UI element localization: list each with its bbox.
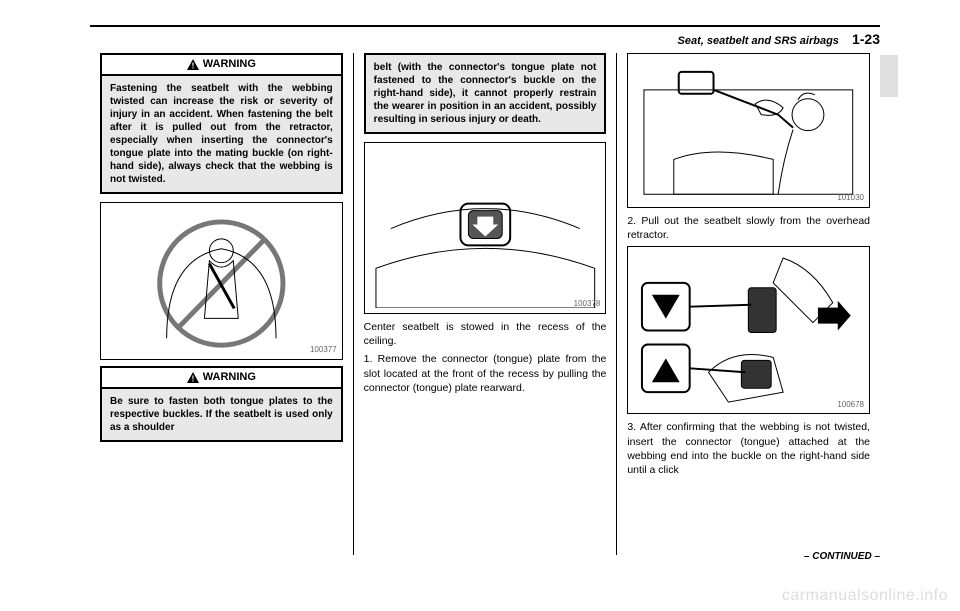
figure-ceiling-recess: 100378 — [364, 142, 607, 314]
column-3: 101030 2. Pull out the seatbelt slowly f… — [617, 53, 880, 555]
warning-header: ! WARNING — [102, 55, 341, 76]
pull-belt-illustration — [634, 60, 863, 204]
figure-id: 100377 — [310, 345, 337, 356]
warning-label: WARNING — [203, 57, 256, 72]
svg-text:!: ! — [191, 374, 194, 383]
section-title: Seat, seatbelt and SRS airbags 1-23 — [678, 31, 880, 47]
continued-marker: – CONTINUED – — [804, 550, 880, 564]
warning-label: WARNING — [203, 370, 256, 385]
insert-buckle-illustration — [634, 253, 863, 407]
content-columns: ! WARNING Fastening the seatbelt with th… — [90, 53, 880, 555]
twisted-belt-illustration — [107, 209, 336, 353]
body-text-step1: 1. Remove the connector (tongue) plate f… — [364, 352, 607, 395]
body-text-step2: 2. Pull out the seatbelt slowly from the… — [627, 214, 870, 242]
warning-body-1: Fastening the seatbelt with the webbing … — [102, 76, 341, 192]
warning-body-2: Be sure to fasten both tongue plates to … — [102, 389, 341, 440]
figure-id: 101030 — [837, 193, 864, 204]
page-tab — [880, 55, 898, 97]
warning-triangle-icon: ! — [187, 372, 199, 383]
section-title-text: Seat, seatbelt and SRS airbags — [678, 35, 839, 47]
warning-header: ! WARNING — [102, 368, 341, 389]
page-number: 1-23 — [852, 31, 880, 47]
body-text: Center seatbelt is stowed in the recess … — [364, 320, 607, 348]
column-1: ! WARNING Fastening the seatbelt with th… — [90, 53, 353, 555]
manual-page: Seat, seatbelt and SRS airbags 1-23 ! WA… — [90, 25, 880, 590]
column-2: belt (with the connector's tongue plate … — [353, 53, 618, 555]
figure-id: 100678 — [837, 400, 864, 411]
watermark: carmanualsonline.info — [782, 587, 948, 605]
svg-text:!: ! — [191, 61, 194, 70]
warning-triangle-icon: ! — [187, 59, 199, 70]
header-rule: Seat, seatbelt and SRS airbags 1-23 — [90, 25, 880, 53]
ceiling-recess-illustration — [371, 149, 600, 308]
figure-twisted-belt: 100377 — [100, 202, 343, 360]
warning-box-cont: belt (with the connector's tongue plate … — [364, 53, 607, 134]
warning-body-cont: belt (with the connector's tongue plate … — [366, 55, 605, 132]
figure-pull-belt: 101030 — [627, 53, 870, 208]
figure-id: 100378 — [574, 299, 601, 310]
body-text-step3: 3. After confirming that the webbing is … — [627, 420, 870, 477]
figure-insert-buckle: 100678 — [627, 246, 870, 414]
warning-box-1: ! WARNING Fastening the seatbelt with th… — [100, 53, 343, 194]
warning-box-2: ! WARNING Be sure to fasten both tongue … — [100, 366, 343, 442]
